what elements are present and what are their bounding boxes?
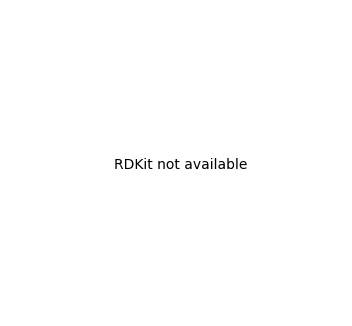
Text: RDKit not available: RDKit not available (114, 158, 247, 171)
